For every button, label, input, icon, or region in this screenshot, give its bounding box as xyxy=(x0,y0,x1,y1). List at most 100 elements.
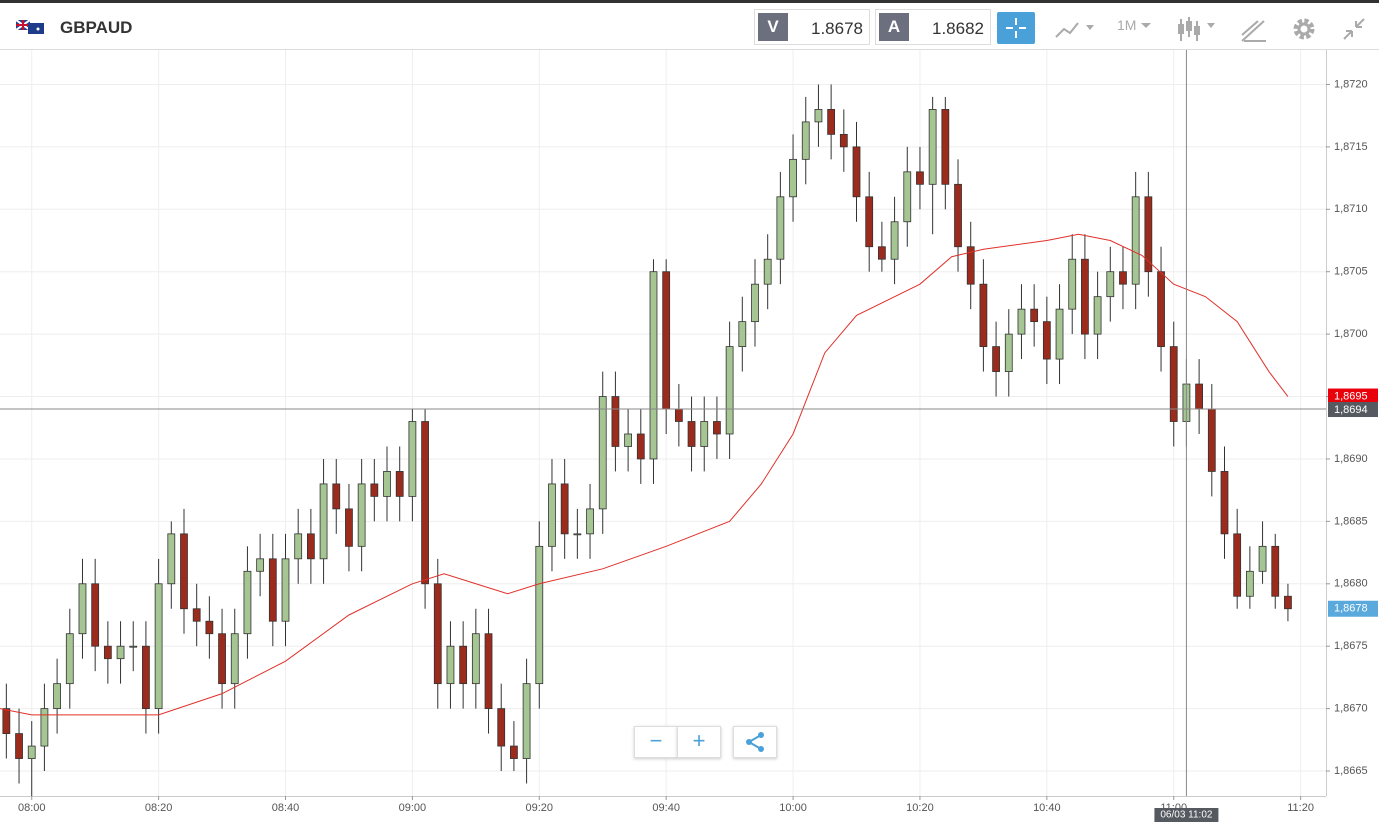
x-tick-label: 10:20 xyxy=(906,802,934,814)
candle-body xyxy=(1284,595,1292,610)
candle-body xyxy=(954,183,962,248)
candle-body xyxy=(1144,196,1153,273)
candle-body xyxy=(598,396,607,510)
y-tick-label: 1,8680 xyxy=(1334,578,1368,590)
candle-body xyxy=(345,508,353,547)
candle-body xyxy=(776,196,785,260)
x-tick-label: 09:20 xyxy=(526,802,554,814)
flag xyxy=(16,20,44,34)
candle-body xyxy=(2,708,11,734)
candle-body xyxy=(15,733,23,759)
candle-body xyxy=(1233,533,1242,597)
candle-body xyxy=(1195,383,1203,410)
candle-body xyxy=(306,533,315,560)
sell-box[interactable]: V 1.8678 xyxy=(754,9,870,45)
candle-body xyxy=(877,246,886,260)
y-tick-label: 1,8700 xyxy=(1334,328,1368,340)
collapse-button[interactable] xyxy=(1340,15,1370,45)
candle-body xyxy=(471,633,480,685)
y-tick-label: 1,8705 xyxy=(1334,266,1368,278)
x-tick-label: 09:00 xyxy=(399,802,427,814)
candle-body xyxy=(1017,308,1026,335)
candle-button[interactable] xyxy=(1175,15,1225,45)
candle-body xyxy=(154,583,163,710)
share[interactable] xyxy=(733,726,777,758)
crosshair-icon xyxy=(1006,18,1026,38)
settings-button[interactable] xyxy=(1290,15,1320,45)
candle-body xyxy=(763,258,772,285)
candle-body xyxy=(649,271,658,460)
crosshair-button[interactable] xyxy=(997,12,1035,44)
chart-type-button[interactable] xyxy=(1052,15,1102,45)
candle-body xyxy=(941,109,950,185)
candle-body xyxy=(27,745,36,759)
candle-body xyxy=(738,321,747,347)
candle-body xyxy=(319,483,328,560)
candle-body xyxy=(700,421,709,447)
candle-body xyxy=(1068,258,1077,310)
price-label-bg xyxy=(1328,600,1378,617)
candle-body xyxy=(91,583,100,647)
zoom-out[interactable]: − xyxy=(634,726,678,758)
timeframe[interactable]: 1M xyxy=(1117,17,1137,33)
candle-body xyxy=(408,421,417,497)
buy-price: 1.8682 xyxy=(932,19,984,38)
candle-body xyxy=(966,246,975,285)
candle-body xyxy=(383,471,391,497)
candle-body xyxy=(789,158,797,198)
candle-body xyxy=(446,645,455,685)
crosshair-y-label: 1,8694 xyxy=(1334,404,1368,416)
candle-body xyxy=(725,346,734,435)
candle-body xyxy=(294,533,303,560)
candle-body xyxy=(573,533,582,536)
candle-body xyxy=(1220,471,1229,535)
y-tick-label: 1,8665 xyxy=(1334,765,1368,777)
y-tick-label: 1,8685 xyxy=(1334,515,1368,527)
candle-body xyxy=(1131,196,1140,285)
x-tick-label: 08:20 xyxy=(145,802,173,814)
crosshair-y-label-bg xyxy=(1328,402,1378,418)
candle-body xyxy=(1119,271,1127,285)
candle-body xyxy=(839,133,848,148)
candle-body xyxy=(142,645,150,710)
candle-body xyxy=(243,570,252,635)
candle-body xyxy=(662,271,671,410)
header: GBPAUD V 1.8678 A 1.8682 1M xyxy=(0,0,1379,50)
candle-body xyxy=(1207,408,1216,472)
buy-label: A xyxy=(879,13,909,41)
crosshair-x-label: 06/03 11:02 xyxy=(1160,810,1213,821)
y-tick-label: 1,8690 xyxy=(1334,453,1368,465)
buy-box[interactable]: A 1.8682 xyxy=(875,9,991,45)
candle-body xyxy=(103,645,112,660)
draw-button[interactable] xyxy=(1240,15,1270,45)
candle-body xyxy=(903,171,912,223)
candle-body xyxy=(979,283,988,347)
candle-body xyxy=(522,683,531,759)
candle-body xyxy=(129,645,138,648)
candle-body xyxy=(1169,346,1178,422)
timeframe-caret xyxy=(1141,23,1151,28)
candle-body xyxy=(78,583,87,635)
candle-body xyxy=(827,109,836,135)
x-tick-label: 08:40 xyxy=(272,802,300,814)
y-tick-label: 1,8715 xyxy=(1334,141,1368,153)
candle-body xyxy=(1093,296,1102,335)
candle-body xyxy=(180,533,188,610)
sell-label: V xyxy=(758,13,788,41)
x-tick-label: 08:00 xyxy=(18,802,46,814)
candle-body xyxy=(332,483,341,510)
price-label: 1,8678 xyxy=(1334,603,1368,615)
candle-body xyxy=(611,396,620,447)
candle-body xyxy=(484,633,493,710)
candle-body xyxy=(230,633,239,685)
candle-body xyxy=(192,608,201,622)
candle-body xyxy=(1081,258,1089,335)
zoom-in[interactable]: + xyxy=(677,726,721,758)
candle-body xyxy=(928,109,937,185)
candle-body xyxy=(992,346,1000,372)
candle-body xyxy=(357,483,366,547)
candle-body xyxy=(624,433,632,447)
candle-body xyxy=(814,109,823,123)
y-tick-label: 1,8670 xyxy=(1334,703,1368,715)
